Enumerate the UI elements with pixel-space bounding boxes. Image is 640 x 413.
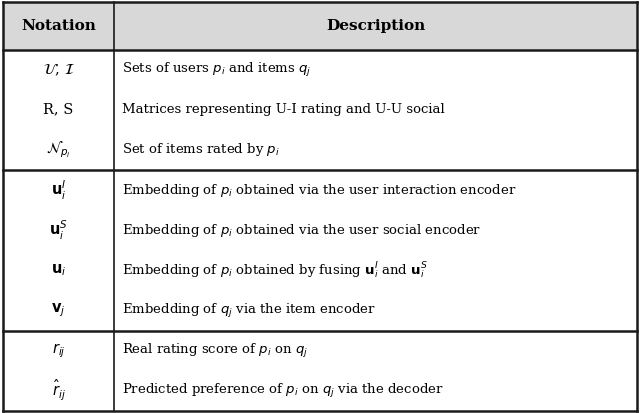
Text: Embedding of $p_i$ obtained via the user interaction encoder: Embedding of $p_i$ obtained via the user…: [122, 182, 516, 199]
Text: $\mathbf{u}_i^I$: $\mathbf{u}_i^I$: [51, 178, 67, 202]
Text: Description: Description: [326, 19, 425, 33]
Text: $\mathbf{u}_i$: $\mathbf{u}_i$: [51, 263, 67, 278]
Text: Real rating score of $p_i$ on $q_j$: Real rating score of $p_i$ on $q_j$: [122, 342, 308, 360]
Text: Embedding of $q_j$ via the item encoder: Embedding of $q_j$ via the item encoder: [122, 301, 376, 320]
Text: Sets of users $p_i$ and items $q_j$: Sets of users $p_i$ and items $q_j$: [122, 61, 312, 78]
Text: Set of items rated by $p_i$: Set of items rated by $p_i$: [122, 141, 280, 159]
Text: $\hat{r}_{ij}$: $\hat{r}_{ij}$: [52, 379, 65, 403]
Text: $r_{ij}$: $r_{ij}$: [52, 342, 65, 360]
Bar: [3, 2, 637, 50]
Text: Embedding of $p_i$ obtained by fusing $\mathbf{u}_i^I$ and $\mathbf{u}_i^S$: Embedding of $p_i$ obtained by fusing $\…: [122, 260, 428, 280]
Text: $\mathbf{v}_j$: $\mathbf{v}_j$: [51, 302, 66, 319]
Text: R, S: R, S: [44, 103, 74, 117]
Text: Predicted preference of $p_i$ on $q_j$ via the decoder: Predicted preference of $p_i$ on $q_j$ v…: [122, 382, 444, 400]
Text: Matrices representing U-I rating and U-U social: Matrices representing U-I rating and U-U…: [122, 103, 445, 116]
Text: Notation: Notation: [21, 19, 96, 33]
Text: $\mathbf{u}_i^S$: $\mathbf{u}_i^S$: [49, 218, 68, 242]
Text: Embedding of $p_i$ obtained via the user social encoder: Embedding of $p_i$ obtained via the user…: [122, 222, 482, 239]
Text: $\mathcal{N}_{p_i}$: $\mathcal{N}_{p_i}$: [46, 140, 71, 160]
Text: $\mathcal{U}$, $\mathcal{I}$: $\mathcal{U}$, $\mathcal{I}$: [43, 62, 75, 78]
